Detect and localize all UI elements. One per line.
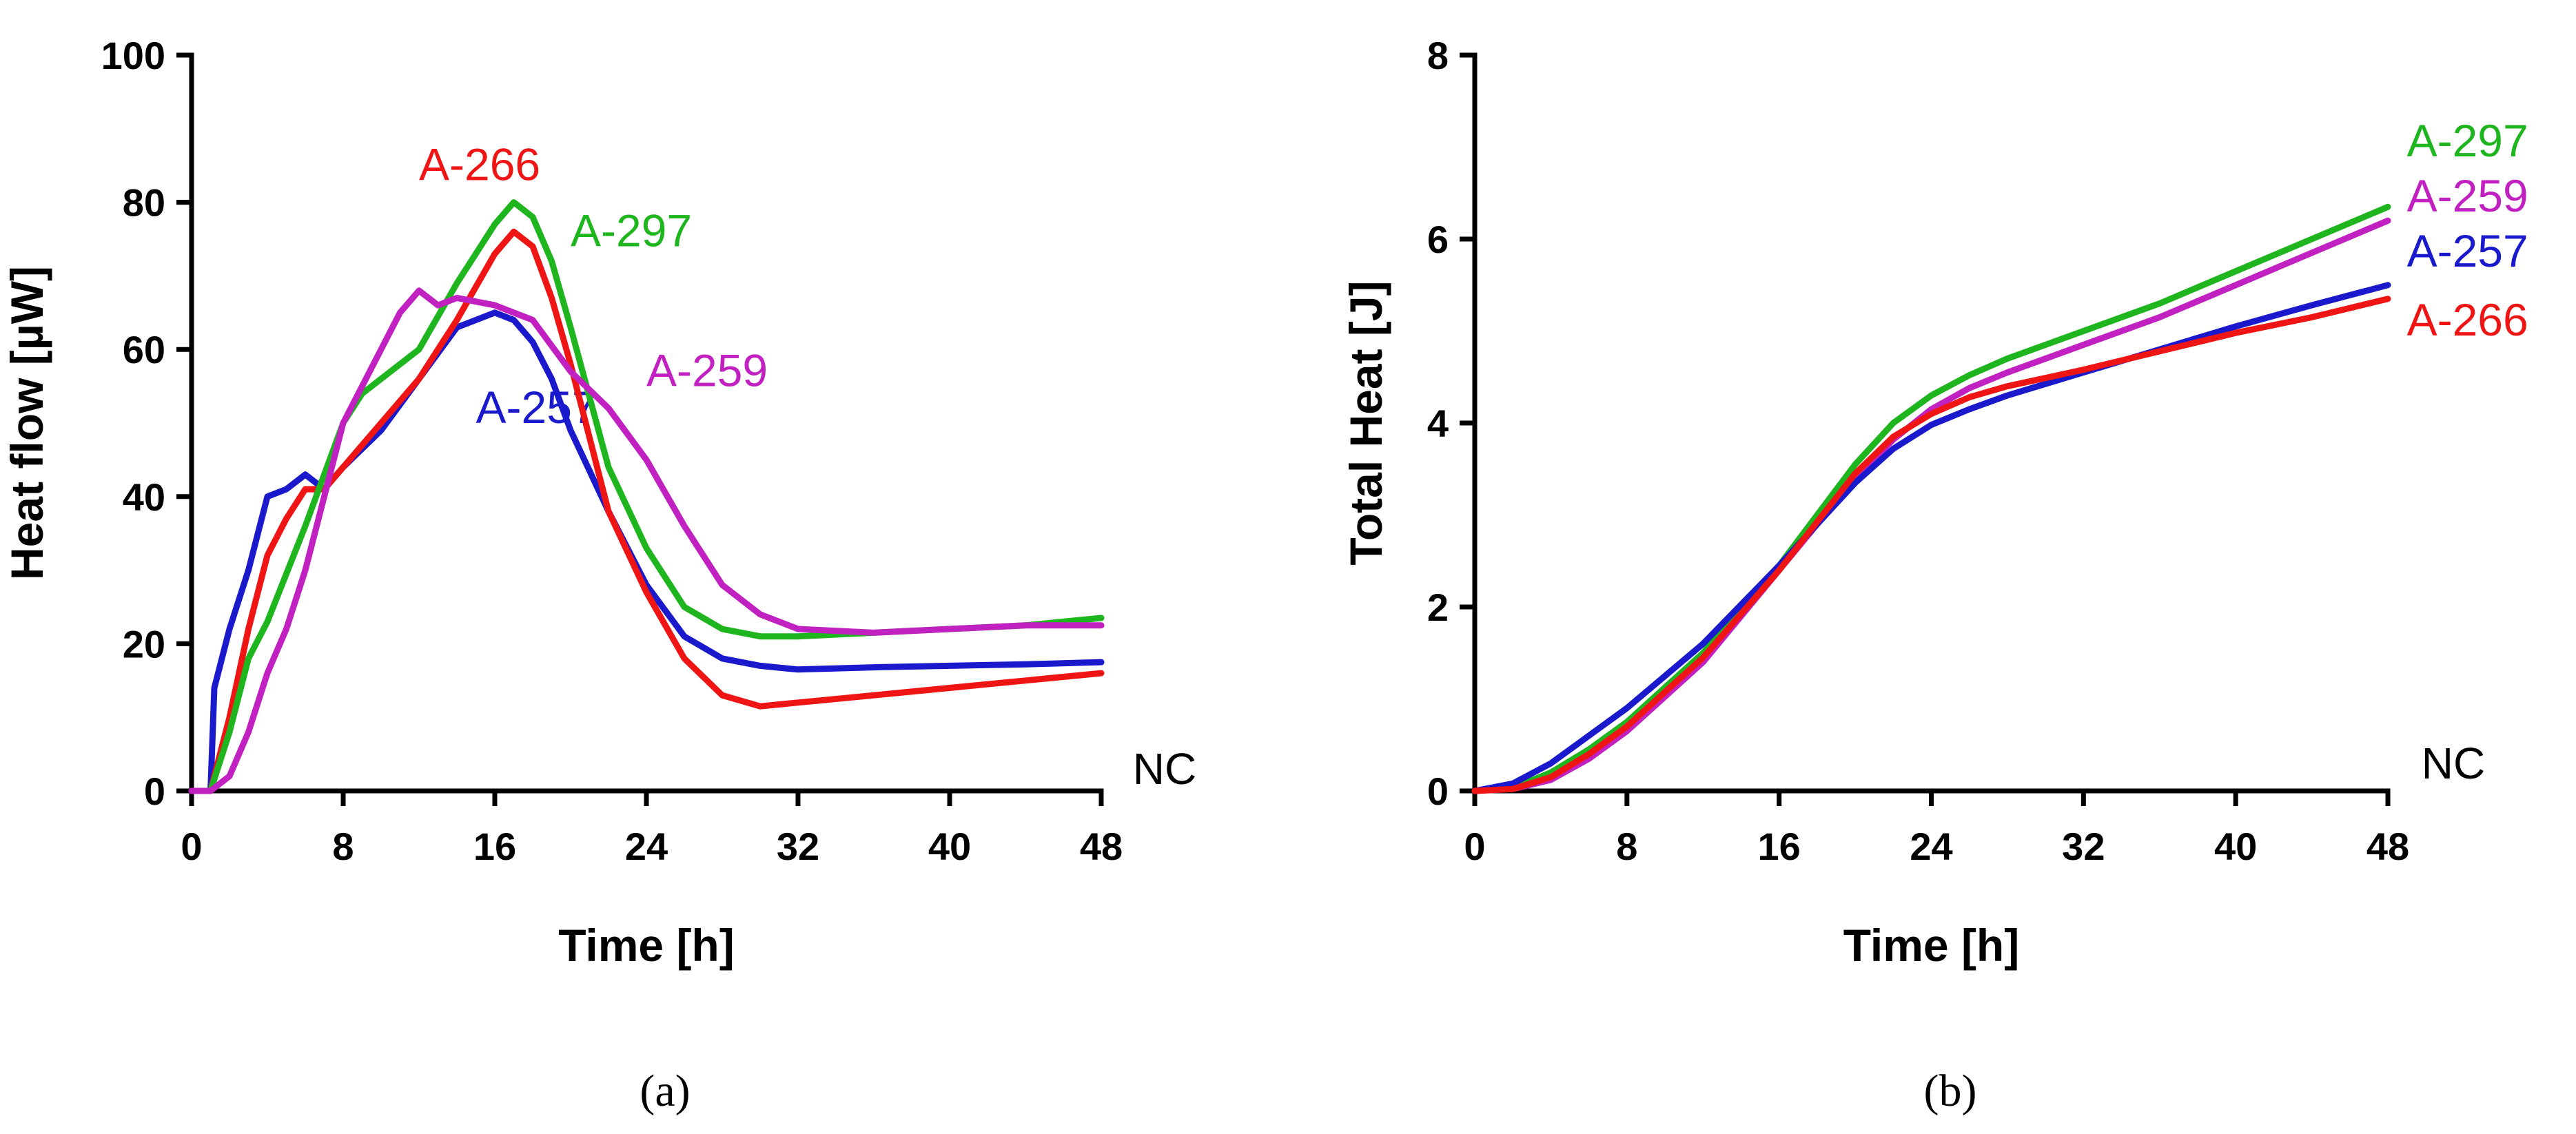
- x-tick-label: 0: [1464, 825, 1485, 868]
- series-line-a-297: [188, 199, 1105, 794]
- y-tick-label: 2: [1427, 586, 1449, 629]
- y-tick-label: 6: [1427, 218, 1449, 261]
- x-tick-label: 48: [2367, 825, 2409, 868]
- y-tick-label: 0: [144, 770, 165, 813]
- x-tick-label: 40: [928, 825, 971, 868]
- series-line-a-259: [188, 287, 1105, 794]
- series-label-a-259: A-259: [646, 345, 768, 396]
- series-label-a-257: A-257: [2407, 225, 2528, 276]
- x-tick-label: 16: [473, 825, 516, 868]
- panel-caption: (b): [1924, 1066, 1977, 1116]
- x-tick-label: 48: [1080, 825, 1123, 868]
- x-axis-title: Time [h]: [1843, 920, 2019, 971]
- x-tick-label: 8: [332, 825, 354, 868]
- series-label-a-297: A-297: [571, 205, 692, 256]
- y-tick-label: 40: [123, 475, 165, 519]
- x-tick-label: 16: [1758, 825, 1801, 868]
- nc-annotation: NC: [2422, 739, 2485, 788]
- series-label-a-266: A-266: [419, 139, 540, 190]
- series-line-a-257: [1471, 282, 2391, 794]
- x-tick-label: 24: [1910, 825, 1952, 868]
- nc-annotation: NC: [1133, 744, 1196, 794]
- x-tick-label: 32: [777, 825, 819, 868]
- y-tick-label: 0: [1427, 770, 1449, 813]
- y-tick-label: 20: [123, 622, 165, 666]
- x-tick-label: 32: [2062, 825, 2105, 868]
- x-tick-label: 8: [1616, 825, 1637, 868]
- x-tick-label: 24: [625, 825, 668, 868]
- y-tick-label: 80: [123, 181, 165, 225]
- series-line-a-266: [188, 228, 1105, 794]
- series-line-a-257: [188, 309, 1105, 794]
- x-tick-label: 40: [2214, 825, 2257, 868]
- series-line-a-297: [1471, 203, 2391, 794]
- y-axis-title: Total Heat [J]: [1340, 280, 1391, 565]
- y-axis-title: Heat flow [µW]: [1, 266, 52, 580]
- panel-caption: (a): [640, 1066, 690, 1116]
- series-label-a-259: A-259: [2407, 170, 2528, 221]
- y-tick-label: 4: [1427, 402, 1449, 445]
- y-tick-label: 8: [1427, 34, 1449, 77]
- x-axis-title: Time [h]: [558, 920, 734, 971]
- x-tick-label: 0: [181, 825, 202, 868]
- y-tick-label: 60: [123, 328, 165, 371]
- series-line-a-266: [1471, 296, 2391, 794]
- panel-a-heat-flow-chart: 0 20 40 60 80 100 0 8 16 24 32 40 48 Time [h] Heat flo…: [1, 34, 1196, 1116]
- series-label-a-297: A-297: [2407, 115, 2528, 166]
- series-line-a-259: [1471, 217, 2391, 794]
- series-label-a-266: A-266: [2407, 294, 2528, 345]
- y-tick-label: 100: [101, 34, 165, 77]
